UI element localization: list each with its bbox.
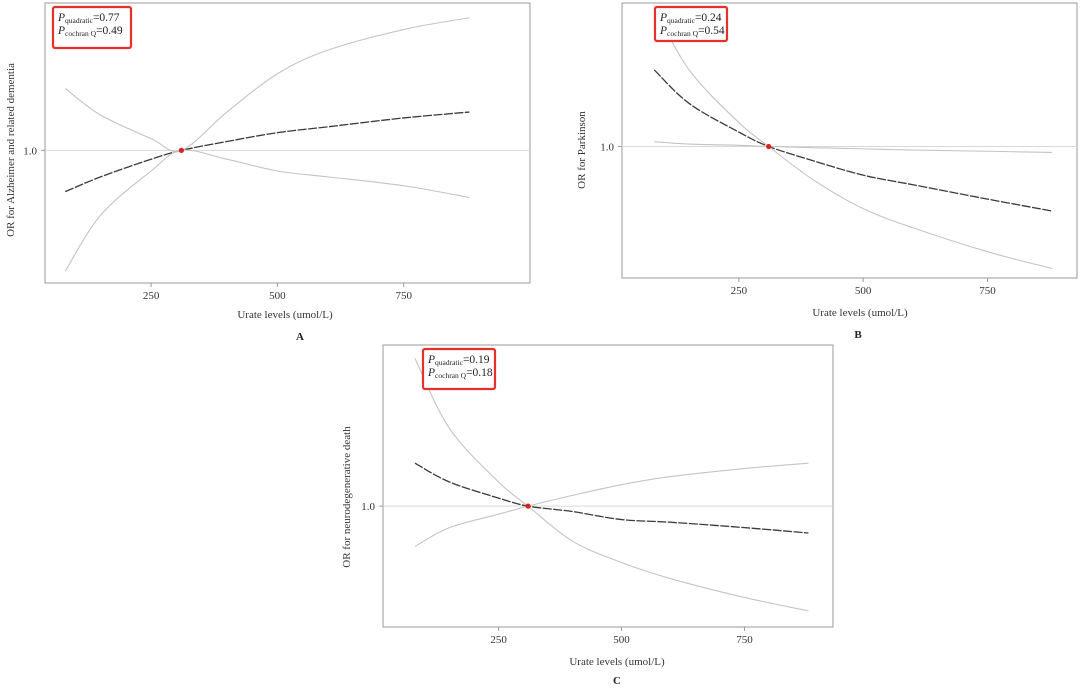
series-ci-upper: [414, 358, 809, 612]
reference-point: [766, 143, 772, 150]
p-quadratic: Pquadratic=0.19: [427, 354, 490, 367]
y-axis-label: OR for neurodegenerative death: [341, 426, 353, 568]
x-tick-label: 250: [143, 290, 160, 302]
x-tick-label: 500: [269, 290, 286, 302]
x-tick-label: 500: [613, 634, 630, 646]
series-estimate: [414, 462, 809, 534]
p-cochran-q: Pcochran Q=0.18: [427, 367, 493, 380]
y-tick-label: 1.0: [600, 141, 614, 153]
p-cochran-q: Pcochran Q=0.54: [659, 25, 725, 38]
chart-panel-a: 250 500 750 1.0 Urate levels (umol/L) OR for …: [5, 2, 531, 343]
y-tick-label: 1.0: [361, 501, 375, 513]
reference-point: [178, 147, 185, 153]
series-ci-lower: [64, 149, 470, 272]
series-ci-lower: [654, 141, 1053, 154]
annotation-box: [421, 347, 497, 391]
x-axis-label: Urate levels (umol/L): [812, 307, 908, 319]
x-axis-label: Urate levels (umol/L): [237, 309, 333, 321]
series-ci-lower: [414, 462, 809, 547]
plot-frame: [621, 2, 1078, 279]
chart-panel-c: 250 500 750 1.0 Urate levels (umol/L) OR for …: [341, 344, 834, 687]
annotation-box: [653, 5, 729, 43]
x-tick-label: 250: [731, 285, 748, 297]
p-quadratic: Pquadratic=0.77: [57, 12, 120, 25]
series-estimate: [64, 111, 470, 193]
plot-frame: [44, 2, 531, 284]
series-ci-upper: [653, 7, 1053, 269]
chart-panel-b: 250 500 750 1.0 Urate levels (umol/L) OR for …: [576, 2, 1078, 341]
x-tick-label: 250: [490, 634, 507, 646]
x-tick-label: 750: [979, 285, 996, 297]
annotation-box: [51, 5, 133, 50]
reference-point: [525, 503, 531, 509]
y-axis-label: OR for Parkinson: [576, 111, 588, 189]
p-quadratic: Pquadratic=0.24: [659, 12, 722, 25]
panel-letter: B: [854, 329, 862, 341]
series-estimate: [653, 69, 1053, 212]
y-axis-label: OR for Alzheimer and related dementia: [5, 63, 17, 237]
plot-frame: [382, 344, 834, 628]
x-tick-label: 750: [395, 290, 412, 302]
x-tick-label: 500: [855, 285, 872, 297]
p-cochran-q: Pcochran Q=0.49: [57, 25, 123, 38]
panel-letter: C: [613, 675, 621, 687]
x-axis-label: Urate levels (umol/L): [569, 656, 665, 668]
x-tick-label: 750: [736, 634, 753, 646]
y-tick-label: 1.0: [23, 145, 37, 157]
series-ci-upper: [64, 17, 470, 152]
panel-letter: A: [296, 331, 304, 343]
